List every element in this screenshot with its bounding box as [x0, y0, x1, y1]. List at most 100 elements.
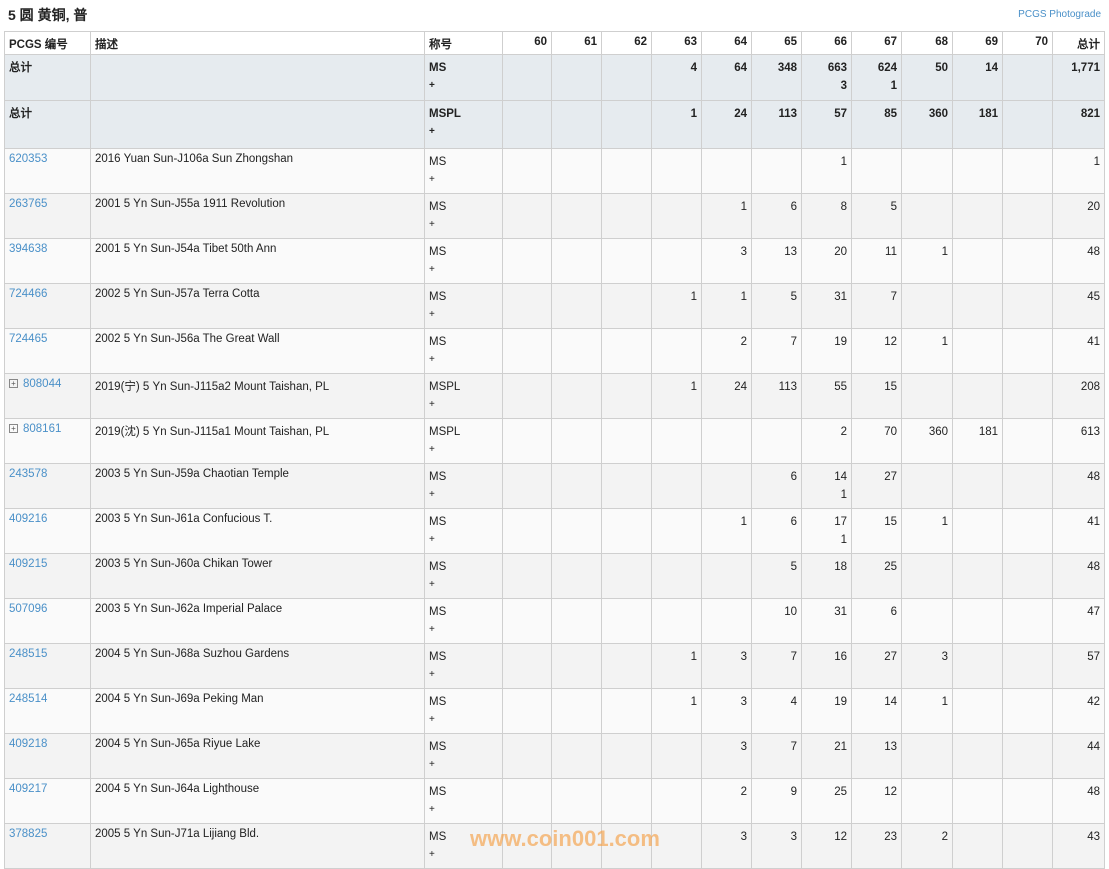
expand-icon[interactable]: + — [9, 424, 18, 433]
header-grade-65[interactable]: 65 — [751, 31, 802, 55]
grade-count-70 — [1002, 598, 1053, 644]
pcgs-number-link[interactable]: 248515 — [9, 648, 48, 660]
grade-count-64: 2 — [701, 328, 752, 374]
grade-count-63 — [651, 238, 702, 284]
grade-count-66: 17 1 — [801, 508, 852, 554]
designation-cell: MS + — [424, 598, 503, 644]
grade-count-65: 9 — [751, 778, 802, 824]
grade-count-62 — [601, 328, 652, 374]
grade-count-67: 6 — [851, 598, 902, 644]
pcgs-number-link[interactable]: 394638 — [9, 243, 48, 255]
grade-count-61 — [551, 373, 602, 419]
row-total: 44 — [1052, 733, 1105, 779]
grade-count-69 — [952, 823, 1003, 869]
grade-count-68 — [901, 283, 953, 329]
grade-count-67: 12 — [851, 328, 902, 374]
grade-count-61 — [551, 418, 602, 464]
grade-count-69 — [952, 553, 1003, 599]
pcgs-number-link[interactable]: 724466 — [9, 288, 48, 300]
grade-count-60 — [502, 778, 552, 824]
grade-count-69: 181 — [952, 100, 1003, 149]
pcgs-number-link[interactable]: 409215 — [9, 558, 48, 570]
header-grade-66[interactable]: 66 — [801, 31, 852, 55]
grade-count-68 — [901, 598, 953, 644]
header-grade-62[interactable]: 62 — [601, 31, 652, 55]
grade-count-61 — [551, 823, 602, 869]
grade-count-66: 8 — [801, 193, 852, 239]
pcgs-number-link[interactable]: 409218 — [9, 738, 48, 750]
grade-count-70 — [1002, 193, 1053, 239]
pcgs-number-link[interactable]: 243578 — [9, 468, 48, 480]
pcgs-number-link[interactable]: 507096 — [9, 603, 48, 615]
grade-count-68: 50 — [901, 54, 953, 101]
designation-cell: MS + — [424, 148, 503, 194]
header-pcgs-number[interactable]: PCGS 编号 — [4, 31, 91, 55]
grade-count-62 — [601, 823, 652, 869]
description: 2004 5 Yn Sun-J65a Riyue Lake — [90, 733, 425, 779]
designation-label: MS — [429, 156, 447, 168]
grade-count-62 — [601, 100, 652, 149]
pcgs-number-link[interactable]: 409216 — [9, 513, 48, 525]
designation-cell: MS + — [424, 643, 503, 689]
grade-count-61 — [551, 778, 602, 824]
grade-count-64 — [701, 598, 752, 644]
header-grade-69[interactable]: 69 — [952, 31, 1003, 55]
grade-count-66: 21 — [801, 733, 852, 779]
pcgs-number-link[interactable]: 808161 — [23, 423, 62, 435]
header-grade-67[interactable]: 67 — [851, 31, 902, 55]
pcgs-number-link[interactable]: 378825 — [9, 828, 48, 840]
designation-label: MS — [429, 606, 447, 618]
grade-count-70 — [1002, 643, 1053, 689]
grade-count-67: 7 — [851, 283, 902, 329]
grade-count-60 — [502, 553, 552, 599]
grade-count-65: 6 — [751, 508, 802, 554]
pcgs-number-link[interactable]: 724465 — [9, 333, 48, 345]
header-grade-63[interactable]: 63 — [651, 31, 702, 55]
grade-count-64: 1 — [701, 283, 752, 329]
designation-cell: MS + — [424, 193, 503, 239]
grade-count-66: 19 — [801, 688, 852, 734]
plus-label: + — [429, 714, 435, 725]
total-label: 总计 — [4, 54, 91, 101]
grade-count-60 — [502, 688, 552, 734]
header-grade-60[interactable]: 60 — [502, 31, 552, 55]
grade-count-67: 25 — [851, 553, 902, 599]
grade-count-69 — [952, 148, 1003, 194]
header-description[interactable]: 描述 — [90, 31, 425, 55]
header-grade-70[interactable]: 70 — [1002, 31, 1053, 55]
pcgs-number-cell: 724466 — [4, 283, 91, 329]
grade-count-66: 16 — [801, 643, 852, 689]
header-grade-68[interactable]: 68 — [901, 31, 953, 55]
grade-count-61 — [551, 54, 602, 101]
grade-count-63: 1 — [651, 643, 702, 689]
pcgs-number-link[interactable]: 409217 — [9, 783, 48, 795]
pcgs-number-link[interactable]: 248514 — [9, 693, 48, 705]
grade-count-65: 113 — [751, 100, 802, 149]
grade-count-64: 24 — [701, 373, 752, 419]
grade-count-62 — [601, 238, 652, 284]
header-grade-64[interactable]: 64 — [701, 31, 752, 55]
grade-count-63 — [651, 193, 702, 239]
row-total: 1 — [1052, 148, 1105, 194]
header-designation[interactable]: 称号 — [424, 31, 503, 55]
pcgs-number-cell: 409218 — [4, 733, 91, 779]
pcgs-number-link[interactable]: 263765 — [9, 198, 48, 210]
grade-count-64: 3 — [701, 238, 752, 284]
grade-count-70 — [1002, 148, 1053, 194]
grade-count-60 — [502, 148, 552, 194]
grade-count-62 — [601, 463, 652, 509]
grade-count-67: 11 — [851, 238, 902, 284]
pcgs-photograde-link[interactable]: PCGS Photograde — [1018, 9, 1101, 20]
header-total[interactable]: 总计 — [1052, 31, 1105, 55]
pcgs-number-link[interactable]: 808044 — [23, 378, 62, 390]
plus-label: + — [429, 309, 435, 320]
grade-count-68 — [901, 733, 953, 779]
grade-count-61 — [551, 508, 602, 554]
expand-icon[interactable]: + — [9, 379, 18, 388]
row-total: 43 — [1052, 823, 1105, 869]
grade-count-68: 360 — [901, 418, 953, 464]
header-grade-61[interactable]: 61 — [551, 31, 602, 55]
grade-count-61 — [551, 193, 602, 239]
designation-label: MS — [429, 831, 447, 843]
pcgs-number-link[interactable]: 620353 — [9, 153, 48, 165]
